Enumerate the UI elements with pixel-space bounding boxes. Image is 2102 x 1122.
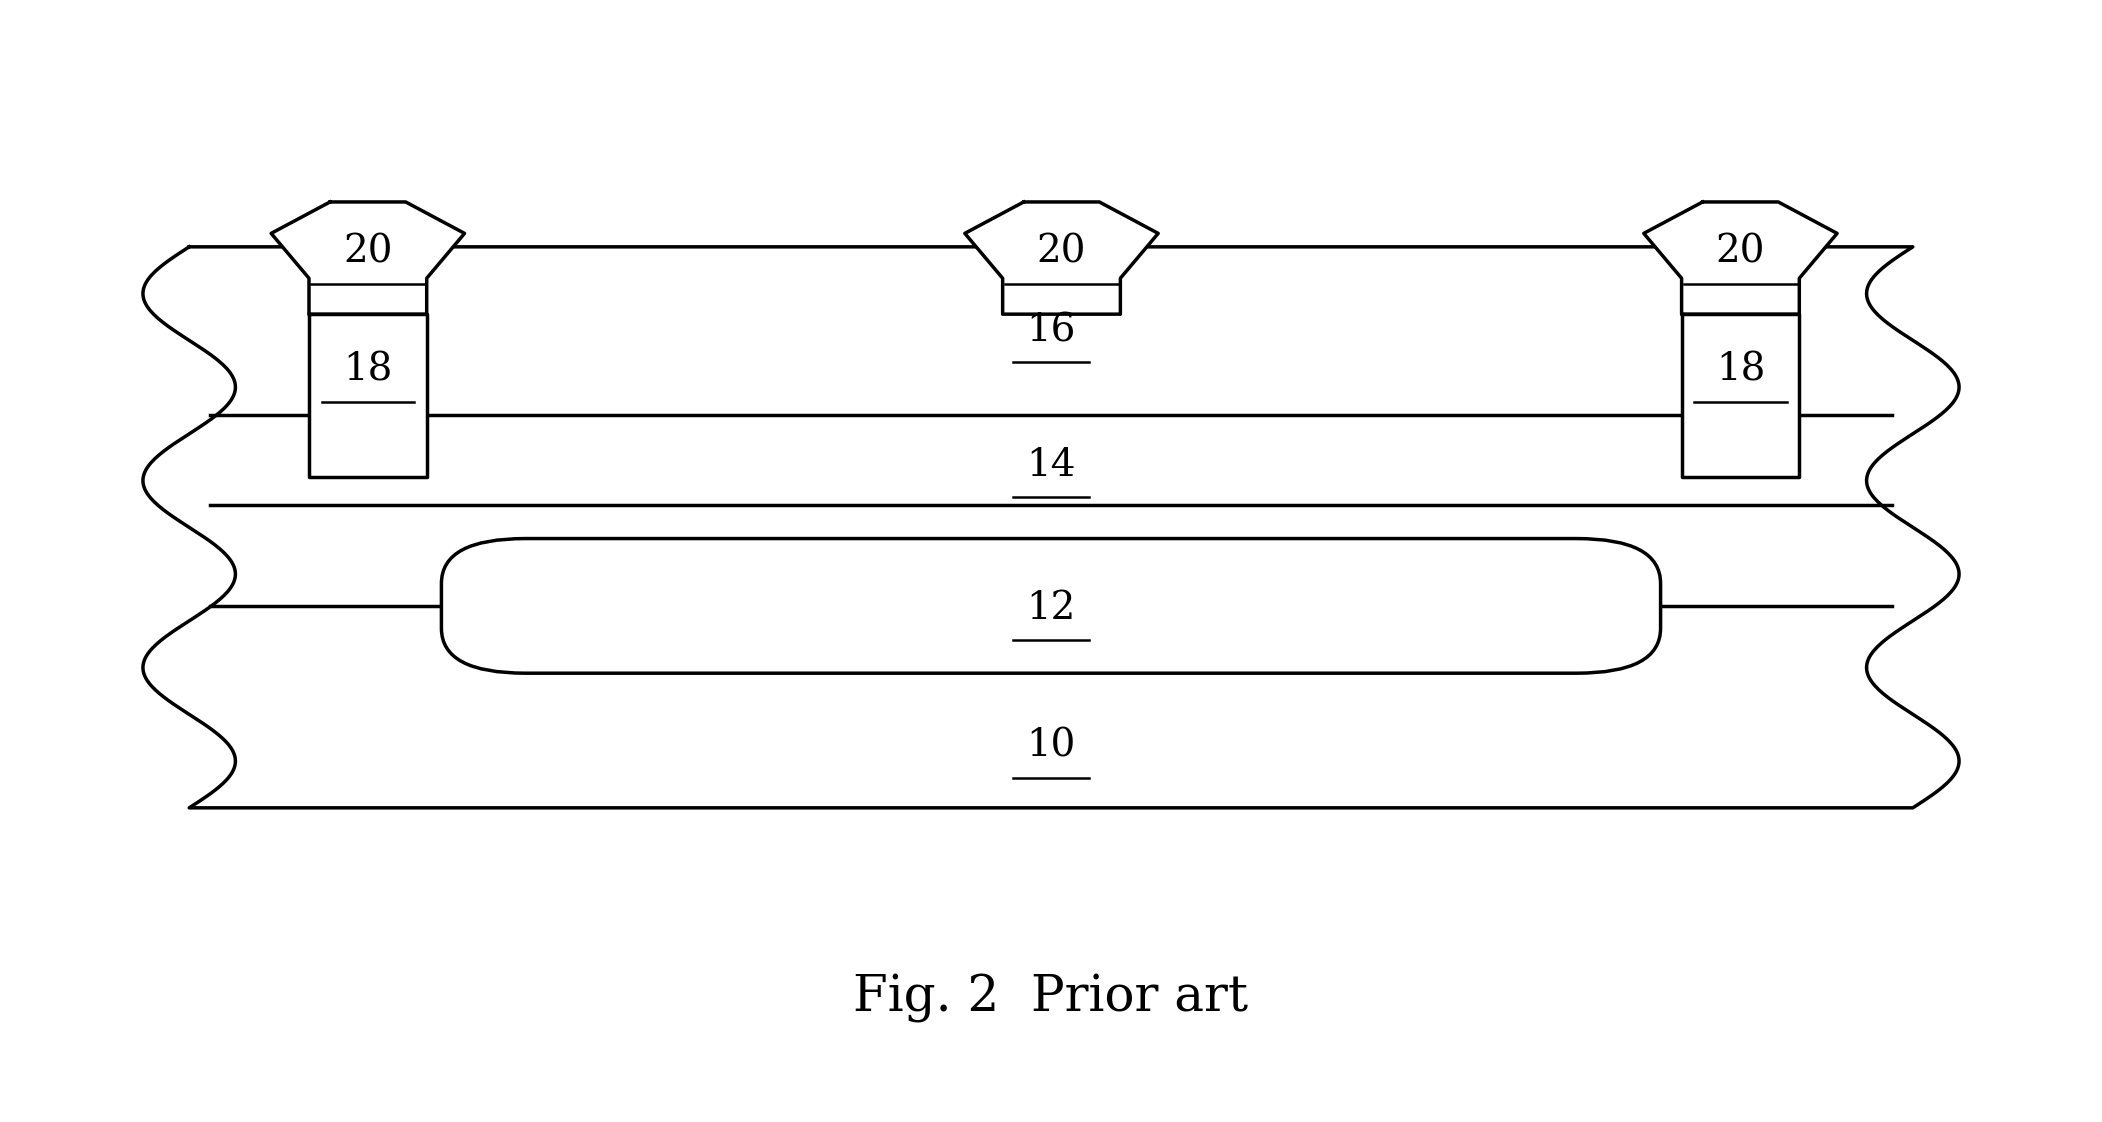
Polygon shape <box>143 247 1959 808</box>
Polygon shape <box>271 202 465 314</box>
Polygon shape <box>309 314 427 477</box>
FancyBboxPatch shape <box>441 539 1661 673</box>
Text: 20: 20 <box>343 234 393 270</box>
Text: 20: 20 <box>1715 234 1766 270</box>
Polygon shape <box>965 202 1158 314</box>
Polygon shape <box>1682 314 1799 477</box>
Text: 16: 16 <box>1026 313 1076 349</box>
Text: 12: 12 <box>1026 590 1076 626</box>
Text: 14: 14 <box>1026 448 1076 484</box>
Text: 18: 18 <box>1715 352 1766 388</box>
Text: 20: 20 <box>1036 234 1087 270</box>
Polygon shape <box>1644 202 1837 314</box>
Text: 18: 18 <box>343 352 393 388</box>
Text: 10: 10 <box>1026 728 1076 764</box>
Text: Fig. 2  Prior art: Fig. 2 Prior art <box>853 974 1249 1023</box>
